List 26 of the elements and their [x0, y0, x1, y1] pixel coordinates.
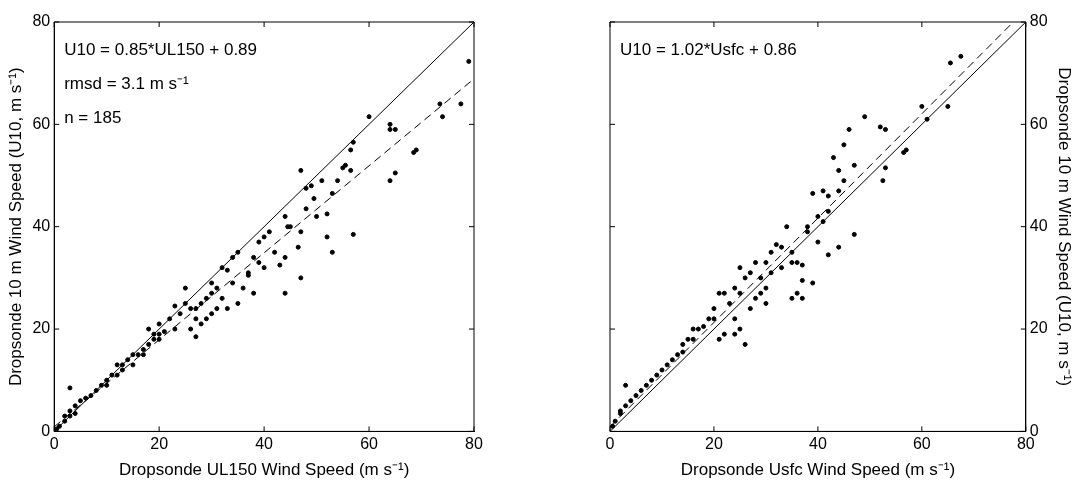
y-tick-label: 0 [41, 421, 51, 439]
annotation: rmsd = 3.1 m s⁻¹ [64, 73, 190, 93]
annotation: n = 185 [64, 107, 122, 127]
x-tick-label: 40 [809, 435, 827, 453]
y-axis-title: Dropsonde 10 m Wind Speed (U10, m s⁻¹) [1055, 67, 1075, 387]
x-tick-label: 60 [912, 435, 931, 453]
y-tick-label: 20 [32, 319, 51, 337]
x-tick-label: 80 [465, 435, 483, 453]
x-tick-label: 80 [1016, 435, 1035, 453]
y-tick-label: 80 [1029, 12, 1048, 30]
x-tick-label: 60 [360, 435, 379, 453]
x-axis-title: Dropsonde Usfc Wind Speed (m s⁻¹) [680, 460, 956, 480]
y-tick-label: 40 [32, 217, 51, 235]
x-tick-label: 20 [150, 435, 169, 453]
y-tick-label: 80 [32, 12, 51, 30]
y-tick-label: 60 [32, 114, 51, 132]
y-tick-label: 20 [1029, 319, 1048, 337]
y-tick-label: 40 [1029, 217, 1048, 235]
x-axis-title: Dropsonde UL150 Wind Speed (m s⁻¹) [118, 460, 410, 480]
y-axis-title: Dropsonde 10 m Wind Speed (U10, m s⁻¹) [5, 67, 25, 387]
y-tick-label: 60 [1029, 114, 1048, 132]
annotation: U10 = 0.85*UL150 + 0.89 [64, 39, 258, 59]
x-tick-label: 40 [255, 435, 274, 453]
x-tick-label: 20 [705, 435, 723, 453]
x-tick-label: 0 [605, 435, 615, 453]
annotation: U10 = 1.02*Usfc + 0.86 [620, 39, 797, 59]
